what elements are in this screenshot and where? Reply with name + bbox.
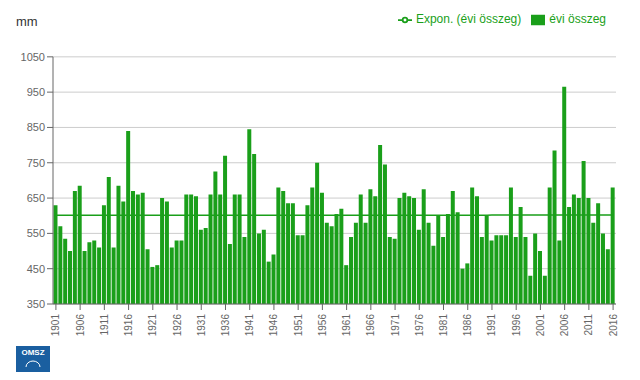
svg-text:1981: 1981 <box>438 314 449 337</box>
svg-text:1976: 1976 <box>414 314 425 337</box>
svg-text:350: 350 <box>27 298 45 310</box>
svg-text:450: 450 <box>27 263 45 275</box>
svg-text:750: 750 <box>27 157 45 169</box>
svg-text:1971: 1971 <box>390 314 401 337</box>
html-text:OMSZ: OMSZ <box>21 348 45 357</box>
svg-text:1961: 1961 <box>341 314 352 337</box>
svg-text:550: 550 <box>27 227 45 239</box>
svg-text:1911: 1911 <box>99 314 110 336</box>
svg-text:850: 850 <box>27 121 45 133</box>
svg-text:1966: 1966 <box>365 314 376 337</box>
svg-text:1906: 1906 <box>75 314 86 337</box>
svg-text:1050: 1050 <box>21 51 45 63</box>
html-text:Expon. (évi összeg): Expon. (évi összeg) <box>415 12 522 26</box>
svg-text:1956: 1956 <box>317 314 328 337</box>
svg-text:2016: 2016 <box>608 314 619 337</box>
svg-text:2006: 2006 <box>559 314 570 337</box>
svg-text:1996: 1996 <box>511 314 522 337</box>
svg-text:1986: 1986 <box>462 314 473 337</box>
html-text:mm: mm <box>16 14 38 29</box>
svg-text:1951: 1951 <box>293 314 304 337</box>
svg-text:650: 650 <box>27 192 45 204</box>
svg-text:1901: 1901 <box>50 314 61 337</box>
svg-text:2011: 2011 <box>583 314 594 336</box>
svg-text:1946: 1946 <box>268 314 279 337</box>
svg-text:1916: 1916 <box>123 314 134 337</box>
svg-text:2001: 2001 <box>535 314 546 337</box>
svg-text:1931: 1931 <box>196 314 207 337</box>
svg-text:1921: 1921 <box>147 314 158 337</box>
svg-text:1926: 1926 <box>172 314 183 337</box>
svg-text:1991: 1991 <box>486 314 497 337</box>
svg-text:950: 950 <box>27 86 45 98</box>
html-text:évi összeg: évi összeg <box>549 12 606 26</box>
svg-text:1941: 1941 <box>244 314 255 337</box>
svg-text:1936: 1936 <box>220 314 231 337</box>
